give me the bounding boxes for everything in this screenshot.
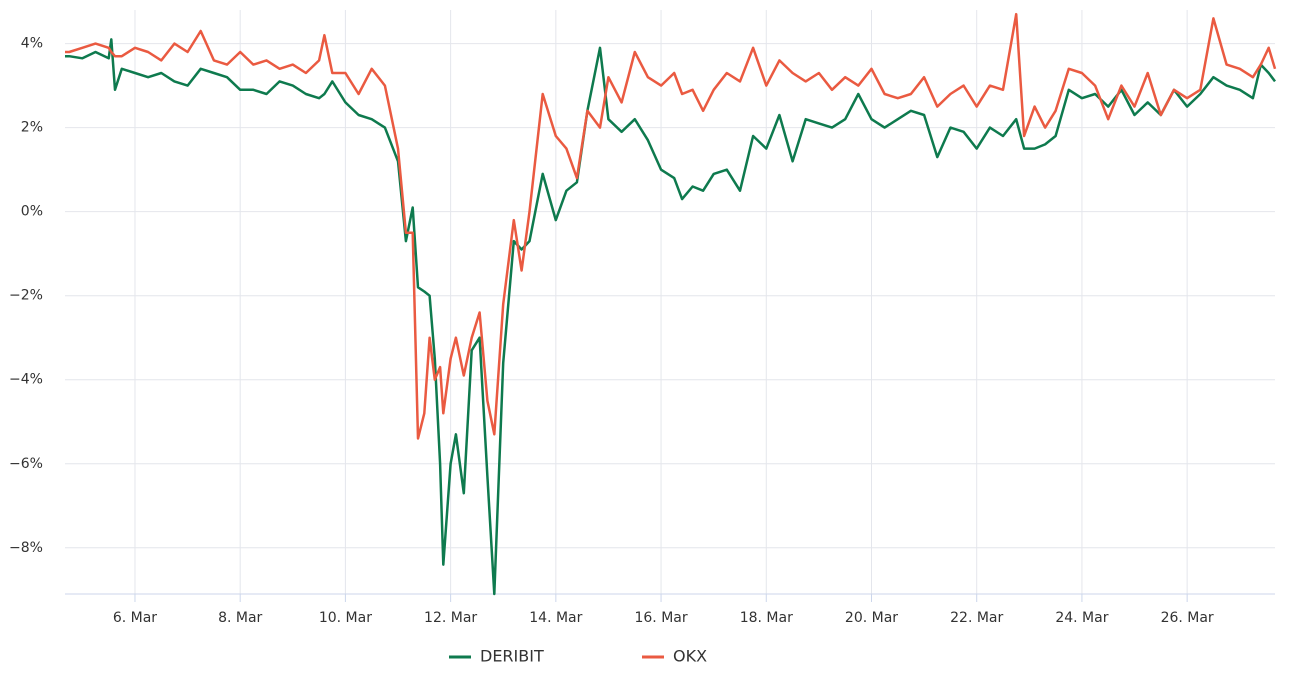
x-tick-label: 24. Mar <box>1055 610 1108 626</box>
x-tick-label: 20. Mar <box>845 610 898 626</box>
legend-label: DERIBIT <box>480 647 544 666</box>
x-tick-label: 14. Mar <box>529 610 582 626</box>
y-tick-label: −4% <box>9 372 43 388</box>
x-tick-label: 18. Mar <box>740 610 793 626</box>
x-tick-label: 16. Mar <box>634 610 687 626</box>
y-tick-label: −6% <box>9 456 43 472</box>
x-tick-label: 10. Mar <box>319 610 372 626</box>
y-tick-label: −2% <box>9 288 43 304</box>
y-tick-label: 4% <box>21 36 43 52</box>
x-tick-label: 26. Mar <box>1161 610 1214 626</box>
y-tick-label: −8% <box>9 540 43 556</box>
x-tick-label: 22. Mar <box>950 610 1003 626</box>
x-tick-label: 12. Mar <box>424 610 477 626</box>
x-tick-label: 8. Mar <box>218 610 262 626</box>
legend-label: OKX <box>673 647 707 666</box>
series-line <box>65 12 1277 440</box>
y-tick-label: 2% <box>21 120 43 136</box>
x-tick-label: 6. Mar <box>113 610 157 626</box>
y-tick-label: 0% <box>21 204 43 220</box>
series-line <box>65 38 1276 596</box>
